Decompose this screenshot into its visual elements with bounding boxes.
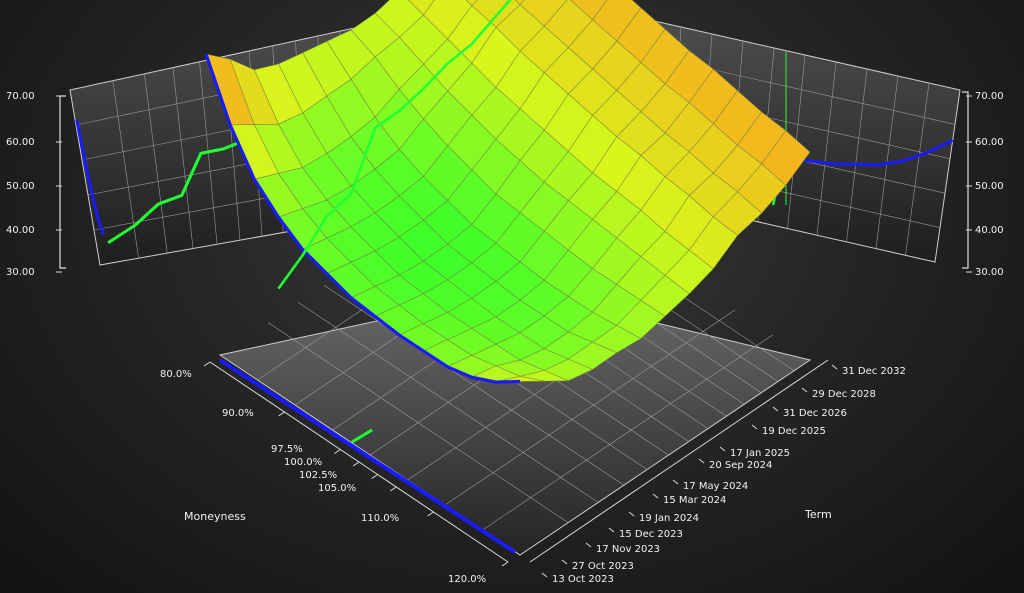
moneyness-tick-mark [501, 561, 509, 567]
term-tick: 31 Dec 2032 [842, 366, 906, 377]
floor-grid-line [444, 309, 736, 506]
moneyness-tick-mark [371, 474, 378, 479]
right-volatility-tick: 30.00 [975, 267, 1004, 278]
left-grid-line [144, 73, 168, 254]
term-tick: 17 Nov 2023 [596, 544, 660, 555]
right-grid-line [816, 61, 837, 236]
moneyness-axis-title: Moneyness [184, 510, 246, 523]
surface-smile-line [204, 53, 521, 384]
term-tick-labels: 13 Oct 2023 27 Oct 2023 17 Nov 2023 15 Dec … [529, 359, 906, 585]
term-tick-mark [585, 542, 592, 548]
term-tick: 19 Dec 2025 [762, 426, 826, 437]
surface-cell [514, 0, 525, 6]
moneyness-tick-mark [278, 411, 285, 417]
surface-cell [465, 0, 478, 7]
term-tick: 15 Mar 2024 [663, 495, 726, 506]
surface-term-line [277, 0, 512, 290]
term-tick: 31 Dec 2026 [783, 408, 847, 419]
term-tick-mark [608, 527, 615, 533]
left-volatility-tick: 70.00 [6, 91, 35, 102]
right-grid-line [905, 82, 930, 256]
term-tick: 27 Oct 2023 [572, 561, 634, 572]
term-tick: 29 Dec 2028 [812, 389, 876, 400]
moneyness-tick: 100.0% [284, 457, 322, 468]
term-tick: 15 Dec 2023 [619, 529, 683, 540]
term-tick-mark [672, 479, 679, 485]
moneyness-tick-mark [389, 486, 397, 492]
right-volatility-tick: 40.00 [975, 225, 1004, 236]
term-axis-line [529, 359, 829, 563]
term-tick: 20 Sep 2024 [709, 460, 772, 471]
moneyness-tick: 97.5% [271, 444, 303, 455]
right-volatility-axis [962, 91, 969, 269]
floor-grid-line [482, 334, 773, 531]
moneyness-tick: 80.0% [160, 369, 192, 380]
moneyness-tick: 120.0% [448, 574, 486, 585]
moneyness-tick-mark [427, 511, 434, 517]
term-tick-mark [772, 406, 779, 412]
left-volatility-axis [59, 95, 66, 269]
moneyness-tick: 102.5% [299, 470, 337, 481]
term-tick-mark [541, 572, 548, 578]
term-tick-mark [561, 559, 568, 565]
term-tick: 17 Jan 2025 [730, 448, 790, 459]
term-tick: 19 Jan 2024 [639, 513, 699, 524]
moneyness-tick: 105.0% [318, 483, 356, 494]
moneyness-tick-mark [334, 449, 341, 454]
left-volatility-tick: 30.00 [6, 267, 35, 278]
term-tick-mark [698, 458, 705, 464]
term-axis-title: Term [804, 508, 832, 521]
term-tick: 13 Oct 2023 [552, 574, 614, 585]
term-tick: 17 May 2024 [683, 481, 748, 492]
floor-term-projection [351, 428, 373, 444]
left-volatility-tick-labels: 30.00 40.00 50.00 60.00 70.00 [6, 91, 62, 278]
right-grid-line [846, 68, 868, 242]
right-volatility-tick: 50.00 [975, 181, 1004, 192]
moneyness-tick: 90.0% [222, 408, 254, 419]
floor-smile-projection [218, 358, 517, 554]
term-tick-mark [751, 424, 758, 430]
left-volatility-tick: 60.00 [6, 137, 35, 148]
term-tick-mark [628, 511, 635, 517]
moneyness-tick-mark [352, 461, 360, 467]
left-volatility-tick: 40.00 [6, 225, 35, 236]
term-tick-mark [652, 493, 659, 499]
left-grid-line [112, 80, 139, 259]
left-grid-line [172, 67, 194, 249]
right-volatility-tick: 60.00 [975, 137, 1004, 148]
term-tick-mark [831, 364, 838, 370]
right-volatility-tick: 70.00 [975, 91, 1004, 102]
moneyness-tick-mark [203, 361, 211, 367]
left-volatility-tick: 50.00 [6, 181, 35, 192]
moneyness-tick-labels: 80.0% 90.0% 97.5% 100.0% 102.5% 105.0% 110.0% 1… [160, 361, 509, 585]
term-tick-mark [801, 387, 808, 393]
left-panel-smile-line [75, 119, 105, 236]
term-tick-mark [719, 446, 726, 452]
moneyness-tick: 110.0% [361, 513, 399, 524]
volatility-surface [205, 0, 811, 383]
right-volatility-tick-labels: 30.00 40.00 50.00 60.00 70.00 [966, 91, 1004, 278]
